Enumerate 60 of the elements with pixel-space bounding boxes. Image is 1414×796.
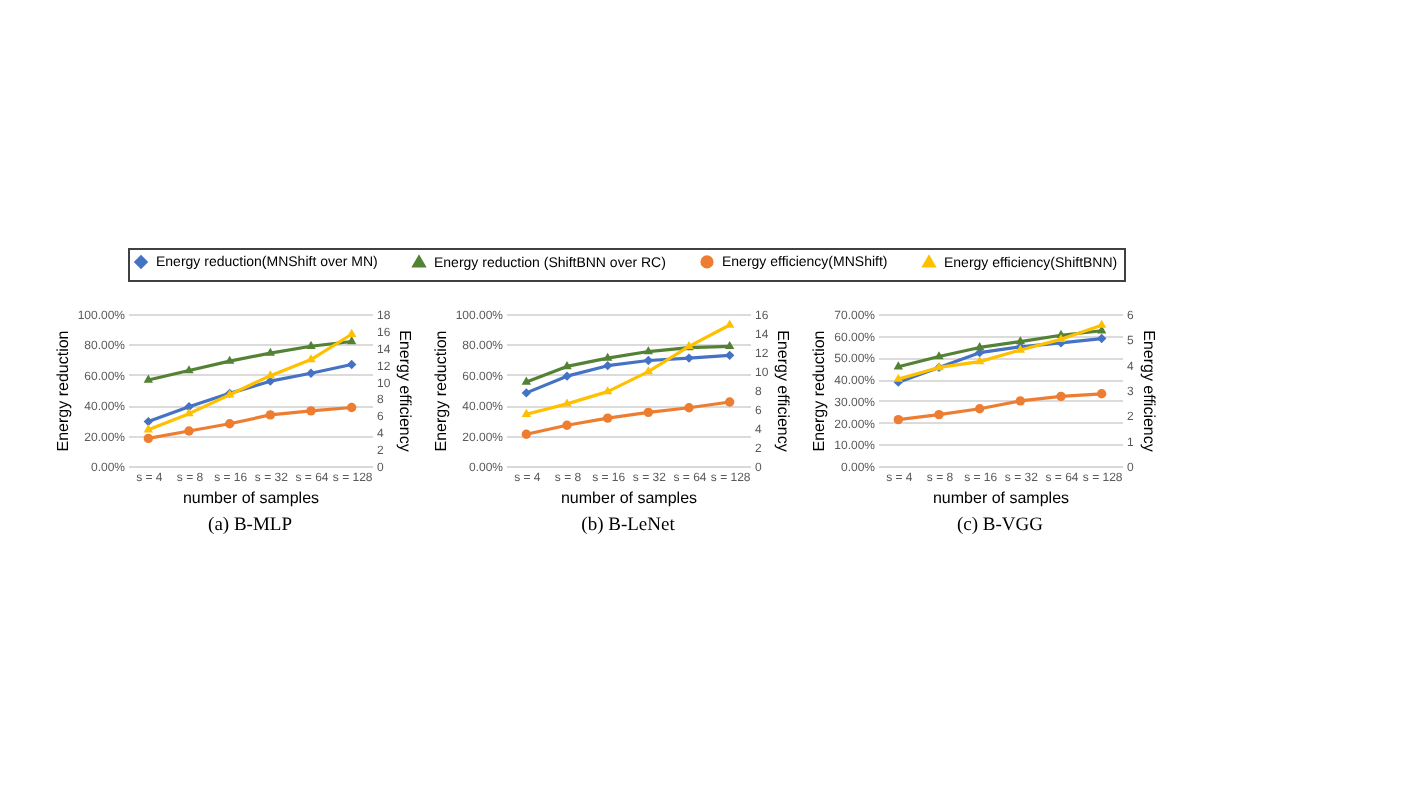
point: [602, 413, 613, 423]
x-axis-title: number of samples: [932, 489, 1070, 507]
point: [306, 406, 316, 416]
point: [184, 365, 194, 374]
point: [934, 351, 944, 360]
point: [1015, 336, 1026, 345]
point: [1096, 389, 1107, 399]
point: [562, 371, 572, 381]
point: [562, 420, 572, 430]
y-axis-title: Energy reduction: [810, 330, 829, 452]
point: [224, 419, 235, 429]
x-axis-title: number of samples: [182, 489, 320, 507]
y-axis-title: Energy reduction: [431, 330, 450, 452]
point: [602, 352, 613, 361]
point: [562, 361, 572, 370]
point: [265, 410, 276, 420]
point: [143, 374, 154, 383]
point: [521, 408, 532, 417]
point: [521, 429, 532, 439]
point: [974, 356, 985, 365]
point: [684, 403, 694, 413]
point: [643, 355, 654, 366]
point: [684, 353, 694, 363]
point: [521, 376, 532, 385]
point: [306, 340, 316, 349]
y-axis-title: Energy reduction: [53, 330, 72, 452]
point: [974, 342, 985, 351]
y2-axis-title: Energy efficiency: [396, 330, 415, 452]
point: [724, 340, 735, 350]
point: [346, 359, 357, 370]
x-axis-title: number of samples: [560, 489, 698, 507]
point: [602, 360, 613, 371]
point: [143, 433, 154, 444]
point: [934, 409, 944, 420]
text: (b) B-LeNet: [581, 516, 676, 536]
point: [306, 354, 316, 363]
point: [224, 355, 235, 364]
point: [1015, 396, 1026, 406]
point: [562, 398, 572, 407]
y2-axis-title: Energy efficiency: [1139, 330, 1158, 452]
point: [724, 397, 735, 407]
point: [974, 404, 985, 414]
text: (c) B-VGG: [956, 516, 1044, 536]
point: [143, 416, 154, 427]
point: [602, 386, 613, 395]
point: [1056, 333, 1066, 343]
point: [893, 414, 904, 425]
point: [346, 402, 357, 413]
point: [1056, 391, 1066, 402]
y2-axis-title: Energy efficiency: [774, 330, 793, 452]
point: [346, 336, 357, 345]
point: [184, 426, 194, 436]
point: [265, 347, 276, 356]
point: [306, 368, 316, 378]
point: [1096, 333, 1107, 344]
point: [521, 388, 532, 398]
text: (a) B-MLP: [208, 516, 292, 536]
point: [643, 407, 654, 418]
point: [643, 346, 654, 355]
point: [893, 373, 904, 382]
